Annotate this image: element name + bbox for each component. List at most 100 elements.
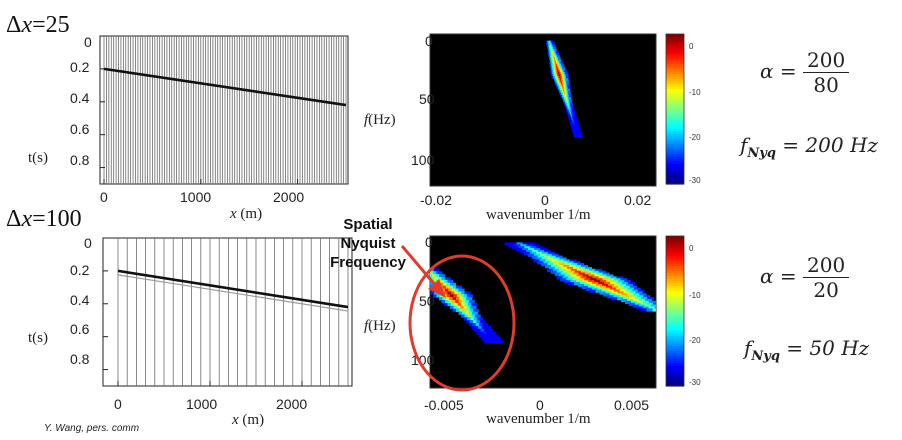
bottom-seismogram-y-tick: 0.8	[70, 351, 90, 367]
bottom-fk-energy-cell	[659, 308, 666, 311]
bottom-fk-energy-cell	[606, 274, 614, 278]
top-fk-energy-cell	[567, 90, 571, 94]
bottom-fk-energy-cell	[596, 272, 604, 276]
bottom-fk-energy-cell	[601, 289, 609, 293]
bottom-fk-energy-cell	[516, 248, 524, 252]
bottom-fk-energy-cell	[539, 259, 547, 263]
top-colorbar-swatch	[666, 114, 684, 118]
bottom-fk-energy-cell	[551, 265, 559, 269]
bottom-fk-energy-cell	[468, 300, 475, 304]
bottom-fk-energy-cell	[572, 272, 580, 276]
bottom-fk-energy-cell	[524, 246, 532, 250]
top-colorbar-swatch	[666, 84, 684, 88]
bottom-fk-energy-cell	[554, 272, 562, 276]
bottom-fk-energy-cell	[538, 249, 546, 254]
bottom-colorbar-swatch	[666, 238, 684, 242]
bottom-fk-energy-cell	[640, 308, 648, 312]
bottom-fk-energy-cell	[619, 283, 627, 288]
bottom-fk-energy-cell	[627, 298, 635, 303]
bottom-fk-energy-cell	[623, 285, 631, 289]
bottom-fk-energy-cell	[472, 311, 479, 315]
top-fk-y-tick: 0	[425, 33, 433, 49]
top-colorbar	[665, 33, 685, 185]
bottom-fk-energy-cell	[541, 263, 549, 267]
bottom-fk-energy-cell	[603, 287, 611, 291]
top-fk-energy-cell	[562, 67, 566, 71]
bottom-fk-energy-cell	[611, 285, 619, 289]
bottom-fk-energy-cell	[474, 314, 481, 318]
top-colorbar-swatch	[666, 156, 684, 160]
bottom-fk-energy-cell	[603, 293, 611, 297]
bottom-fk-energy-cell	[559, 257, 567, 261]
bottom-fk-energy-cell	[615, 293, 623, 297]
bottom-fk-energy-cell	[470, 305, 477, 310]
bottom-fk-energy-cell	[570, 280, 578, 284]
top-fk-energy-cell	[560, 63, 564, 67]
top-fk-x-tick: 0.02	[624, 192, 652, 208]
top-colorbar-swatch	[666, 56, 684, 60]
bottom-fk-energy-cell	[570, 274, 578, 278]
bottom-fk-energy-cell	[553, 263, 561, 267]
bottom-fk-energy-cell	[545, 253, 553, 257]
bottom-fk-energy-cell	[556, 276, 564, 280]
bottom-fk-energy-cell	[586, 270, 594, 274]
bottom-fk-energy-cell	[455, 285, 462, 289]
bottom-fk-energy-cell	[562, 276, 570, 280]
bottom-colorbar-swatch	[666, 358, 684, 362]
credit-text: Y. Wang, pers. comm	[44, 423, 140, 434]
bottom-fk-energy-cell	[543, 255, 551, 259]
bottom-fk-energy-cell	[621, 298, 629, 303]
bottom-fk-x-tick: 0.005	[614, 397, 650, 413]
top-fk-energy-cell	[573, 113, 577, 117]
top-fk-energy-cell	[564, 72, 568, 75]
bottom-colorbar-swatch	[666, 256, 684, 260]
bottom-fk-energy-cell	[547, 263, 555, 267]
bottom-fk-energy-cell	[577, 283, 585, 288]
bottom-fk-energy-cell	[523, 251, 531, 256]
bottom-fk-energy-cell	[487, 328, 494, 333]
top-colorbar-swatch	[666, 46, 684, 50]
top-colorbar-swatch	[666, 39, 684, 43]
bottom-fk-energy-cell	[641, 297, 649, 301]
bottom-fk-energy-cell	[613, 295, 621, 299]
bottom-fk-energy-cell	[627, 287, 635, 291]
bottom-fk-x-tick: 0	[536, 397, 544, 413]
bottom-fk-y-label: f(Hz)	[364, 318, 396, 334]
bottom-fk-energy-cell	[619, 289, 627, 293]
top-fk-energy-cell	[557, 55, 561, 58]
bottom-fk-energy-cell	[616, 276, 624, 280]
top-colorbar-swatch	[666, 81, 684, 85]
bottom-fk-energy-cell	[549, 266, 557, 271]
top-colorbar-swatch	[666, 49, 684, 53]
bottom-colorbar-swatch	[666, 311, 684, 315]
bottom-colorbar-swatch	[666, 343, 684, 347]
bottom-fk-energy-cell	[552, 268, 560, 272]
top-colorbar-swatch	[666, 149, 684, 153]
bottom-fk-energy-cell	[539, 253, 547, 257]
bottom-fk-energy-cell	[520, 249, 528, 254]
bottom-fk-energy-cell	[547, 251, 555, 256]
top-seismogram-marks	[99, 35, 349, 185]
top-fk-energy-cell	[551, 40, 555, 44]
bottom-fk-energy-cell	[535, 257, 543, 261]
top-fk-background	[429, 33, 657, 187]
bottom-fk-x-tick: -0.005	[424, 397, 464, 413]
bottom-fk-energy-cell	[545, 259, 553, 263]
top-seismogram-y-tick: 0.2	[70, 59, 90, 75]
bottom-fk-energy-cell	[582, 268, 590, 272]
bottom-colorbar-tick: -30	[689, 378, 701, 387]
bottom-fk-energy-cell	[652, 302, 656, 306]
bottom-fk-energy-cell	[581, 285, 589, 289]
top-colorbar-swatch	[666, 101, 684, 105]
bottom-fk-energy-cell	[527, 253, 535, 257]
bottom-fk-energy-cell	[627, 293, 635, 297]
bottom-fk-energy-cell	[602, 278, 610, 282]
bottom-fk-energy-cell	[620, 278, 628, 282]
top-colorbar-swatch	[666, 44, 684, 48]
bottom-colorbar-swatch	[666, 236, 684, 240]
bottom-fk-spectrum-plot	[429, 235, 685, 389]
top-fk-energy-cell	[578, 132, 582, 136]
bottom-fk-energy-cell	[613, 283, 621, 288]
top-fk-energy-cell	[568, 92, 572, 96]
bottom-seismogram-x-tick: 2000	[276, 396, 308, 412]
